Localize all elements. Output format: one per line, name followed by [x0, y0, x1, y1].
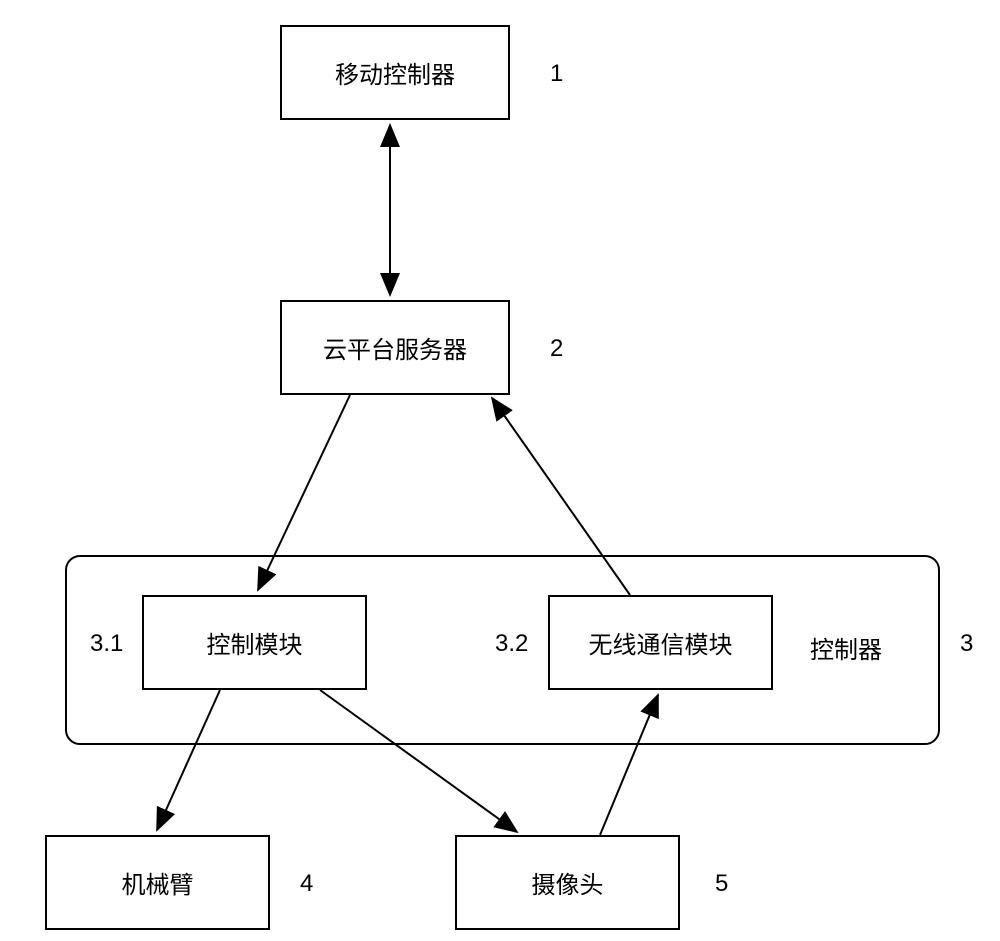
node-number-4: 4	[300, 870, 313, 898]
container-label: 控制器	[810, 630, 882, 665]
node-label: 机械臂	[122, 865, 194, 900]
node-label: 云平台服务器	[323, 330, 467, 365]
node-label: 控制模块	[207, 625, 303, 660]
node-wireless-module: 无线通信模块	[548, 595, 773, 690]
node-cloud-server: 云平台服务器	[280, 300, 510, 395]
node-robot-arm: 机械臂	[45, 835, 270, 930]
node-mobile-controller: 移动控制器	[280, 25, 510, 120]
node-number-3-2: 3.2	[495, 630, 528, 658]
node-number-2: 2	[550, 335, 563, 363]
node-control-module: 控制模块	[142, 595, 367, 690]
node-number-5: 5	[715, 870, 728, 898]
node-label: 摄像头	[532, 865, 604, 900]
node-label: 移动控制器	[335, 55, 455, 90]
node-label: 无线通信模块	[589, 625, 733, 660]
node-number-3: 3	[960, 630, 973, 658]
node-camera: 摄像头	[455, 835, 680, 930]
diagram-arrows	[0, 0, 1000, 941]
node-number-1: 1	[550, 60, 563, 88]
node-number-3-1: 3.1	[90, 630, 123, 658]
